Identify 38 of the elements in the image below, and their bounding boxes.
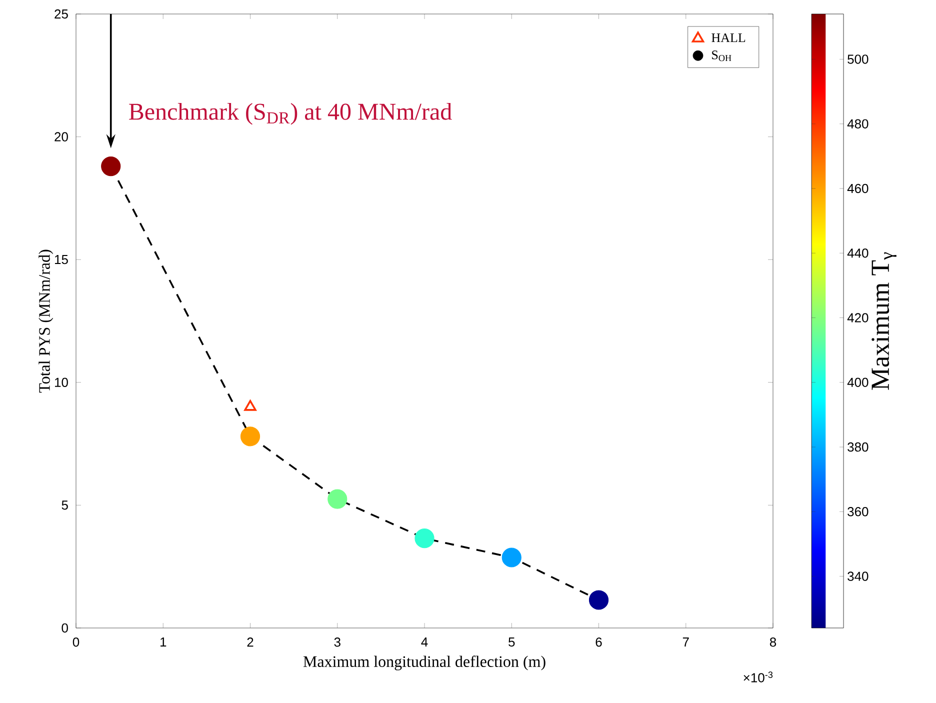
x-tick-label: 3 [334,638,340,647]
point [414,528,434,548]
x-tick-label: 7 [682,638,689,646]
legend-label: HALL [712,33,746,42]
color-bar-label: 500 [848,54,868,64]
y-tick-label: 25 [54,9,68,19]
x-tick-label: 8 [770,638,776,647]
text: S$_{OH}$ [712,50,732,62]
annotation: Benchmark (S$_{DR}$) at 40 MNm/rad [129,102,452,125]
point [240,426,260,446]
color-bar-label: 340 [848,572,868,581]
point [588,590,609,610]
x-tick-label: 5 [508,638,515,647]
color-bar-title: Maximum T$_{γ}$ [872,252,896,390]
color-bar-label: 460 [847,184,868,194]
color-bar-label: 360 [848,507,868,516]
y-tick-label: 0 [62,623,68,633]
x-tick-label: 2 [247,638,254,647]
point [502,548,522,568]
color-bar-label: 480 [847,119,868,128]
color-bar-label: 380 [848,442,868,452]
x-tick-label: 4 [421,638,428,646]
y-tick-label: 5 [62,500,68,510]
color-bar-label: 400 [847,378,868,387]
y-axis-title: Total PYS (MNm/rad) [38,250,54,393]
color-bar-label: 420 [847,313,868,322]
text: ×10$^{-3}$ [744,672,773,682]
y-tick-label: 15 [55,255,68,264]
x-tick-label: 6 [596,638,602,647]
x-tick-label: 1 [160,638,166,646]
color-bar-label: 440 [847,248,868,258]
point [101,156,121,176]
point [244,400,256,411]
y-tick-label: 20 [54,132,68,142]
x-tick-label: 0 [72,638,80,647]
x-axis-title: Maximum longitudinal deflection (m) [303,656,546,670]
point [328,489,348,509]
y-tick-label: 10 [55,378,68,387]
